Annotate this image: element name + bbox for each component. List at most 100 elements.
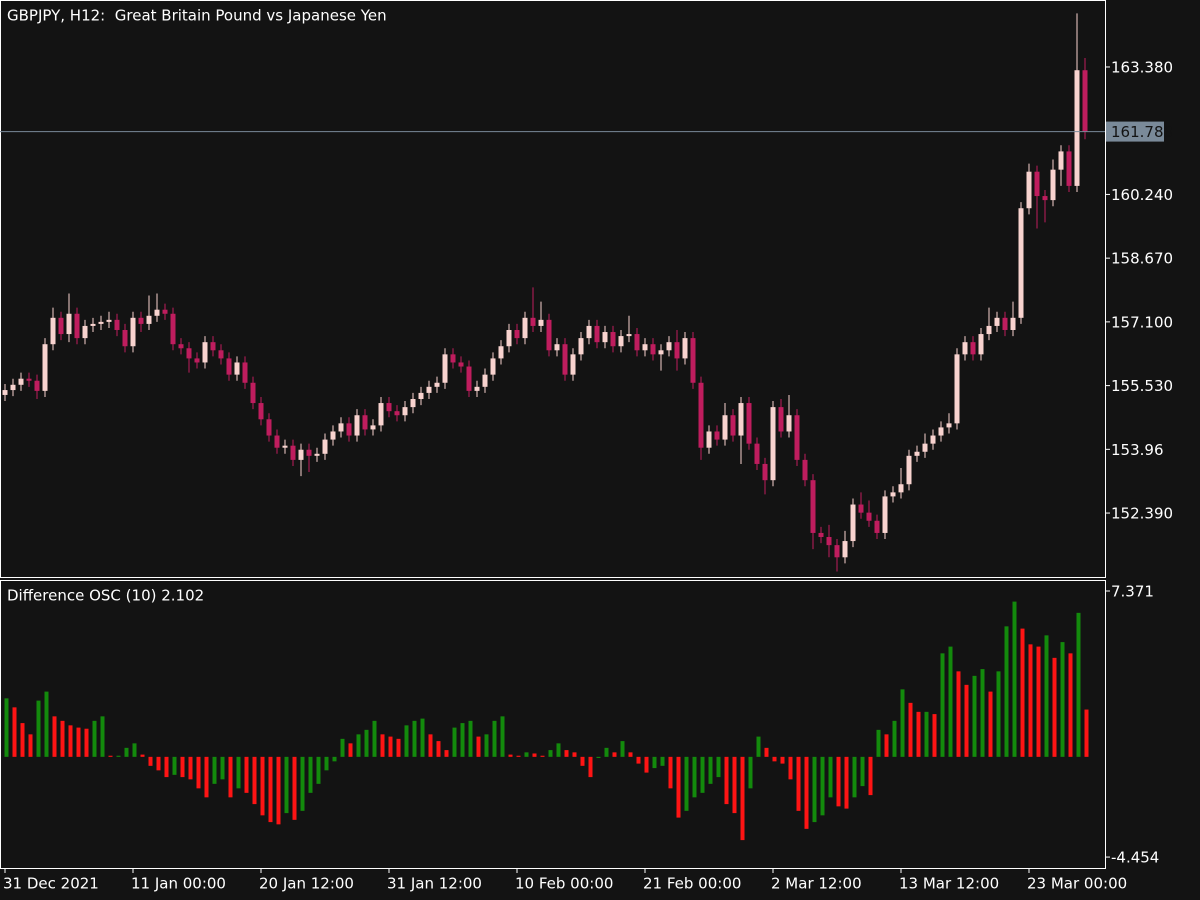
candle-body	[122, 329, 128, 347]
osc-bar	[188, 756, 193, 780]
osc-bar	[500, 716, 505, 757]
candle-body	[994, 317, 1000, 326]
osc-bar	[932, 714, 937, 757]
candle-body	[626, 334, 632, 337]
candle-body	[274, 435, 280, 448]
candle-body	[610, 332, 616, 347]
osc-bar	[228, 756, 233, 798]
candle-body	[434, 382, 440, 387]
candle-body	[858, 504, 864, 513]
osc-bar	[268, 756, 273, 823]
osc-bar	[612, 752, 617, 757]
candle-body	[170, 313, 176, 345]
candle-body	[586, 325, 592, 339]
osc-bar	[804, 756, 809, 829]
candle-body	[330, 431, 336, 440]
osc-bar	[388, 736, 393, 757]
candle-body	[290, 445, 296, 460]
osc-bar	[1044, 635, 1049, 757]
candle-body	[338, 423, 344, 432]
candle-body	[538, 319, 544, 326]
osc-bar	[1012, 601, 1017, 757]
osc-bar	[28, 734, 33, 757]
y-tick-label: 153.96	[1111, 441, 1164, 459]
osc-bar	[900, 689, 905, 757]
osc-bar	[876, 729, 881, 757]
osc-bar	[60, 720, 65, 757]
osc-bar	[676, 756, 681, 818]
candle-body	[306, 449, 312, 456]
candle-body	[890, 492, 896, 497]
osc-bar	[628, 752, 633, 757]
candle-body	[770, 407, 776, 481]
osc-bar	[1028, 644, 1033, 757]
candle-body	[922, 443, 928, 452]
osc-bar	[868, 756, 873, 796]
y-tick-label: 7.371	[1111, 583, 1154, 601]
osc-bar	[476, 736, 481, 757]
candle-body	[1074, 70, 1080, 186]
osc-bar	[252, 756, 257, 805]
osc-bar	[1060, 642, 1065, 757]
osc-bar	[948, 646, 953, 757]
osc-bar	[404, 725, 409, 757]
osc-bar	[732, 756, 737, 814]
candle-body	[114, 319, 120, 330]
osc-bar	[244, 756, 249, 793]
y-tick-label: 158.670	[1111, 250, 1173, 268]
osc-bar	[276, 756, 281, 825]
osc-bar	[452, 727, 457, 757]
candle-body	[386, 403, 392, 412]
osc-bar	[52, 716, 57, 757]
osc-bar	[708, 756, 713, 784]
osc-bar	[652, 756, 657, 769]
osc-bar	[260, 756, 265, 816]
osc-bar	[396, 738, 401, 757]
candle-body	[618, 336, 624, 347]
candle-body	[722, 415, 728, 440]
candle-body	[442, 354, 448, 383]
osc-bar	[700, 756, 705, 793]
osc-bar	[596, 756, 601, 758]
candle-body	[682, 338, 688, 359]
osc-bar	[556, 743, 561, 757]
osc-bar	[468, 720, 473, 757]
osc-bar	[852, 756, 857, 798]
osc-bar	[108, 755, 113, 757]
candle-body	[402, 407, 408, 416]
osc-bar	[212, 756, 217, 784]
osc-bar	[508, 754, 513, 757]
osc-bar	[908, 702, 913, 757]
candle-body	[322, 439, 328, 454]
y-tick-label: 160.240	[1111, 186, 1173, 204]
osc-bar	[492, 720, 497, 757]
osc-bar	[84, 728, 89, 757]
candle-body	[690, 338, 696, 383]
candle-body	[162, 309, 168, 314]
candle-body	[490, 358, 496, 375]
osc-bar	[884, 734, 889, 757]
candle-body	[202, 342, 208, 363]
osc-bar	[916, 711, 921, 757]
candle-body	[554, 344, 560, 351]
candle-body	[706, 431, 712, 448]
osc-bar	[1084, 709, 1089, 757]
x-tick-label: 2 Mar 12:00	[771, 875, 862, 893]
candle-body	[986, 325, 992, 335]
candle-body	[1066, 151, 1072, 186]
candle-body	[1018, 208, 1024, 318]
y-tick-label: 152.390	[1111, 505, 1173, 523]
osc-bar	[324, 756, 329, 771]
candle-body	[314, 453, 320, 456]
osc-bar	[996, 671, 1001, 757]
candle-body	[106, 319, 112, 322]
candle-body	[978, 334, 984, 355]
candle-body	[26, 378, 32, 381]
osc-bar	[684, 756, 689, 811]
candle-body	[714, 431, 720, 440]
candle-body	[658, 350, 664, 355]
candle-body	[962, 342, 968, 355]
candle-body	[418, 392, 424, 399]
candle-body	[906, 455, 912, 485]
